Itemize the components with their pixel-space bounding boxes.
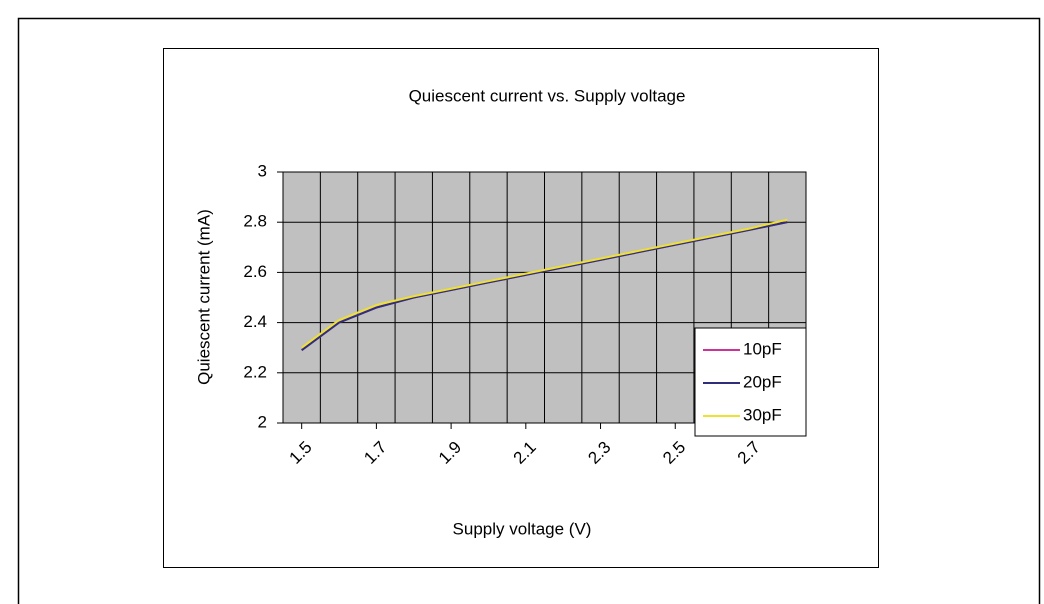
chart-title: Quiescent current vs. Supply voltage [409, 86, 686, 105]
y-tick-label: 2.2 [243, 362, 267, 381]
x-axis-label: Supply voltage (V) [453, 519, 592, 538]
y-tick-label: 2 [258, 412, 267, 431]
y-tick-label: 2.4 [243, 312, 267, 331]
legend-label: 10pF [743, 339, 782, 358]
series-line [301, 221, 788, 352]
legend-label: 20pF [743, 372, 782, 391]
series-line [301, 218, 788, 349]
y-axis-label: Quiescent current (mA) [194, 209, 213, 385]
figure-frame [17, 17, 1041, 604]
legend-label: 30pF [743, 405, 782, 424]
y-tick-label: 2.6 [243, 262, 267, 281]
y-tick-label: 3 [258, 161, 267, 180]
y-tick-label: 2.8 [243, 212, 267, 231]
